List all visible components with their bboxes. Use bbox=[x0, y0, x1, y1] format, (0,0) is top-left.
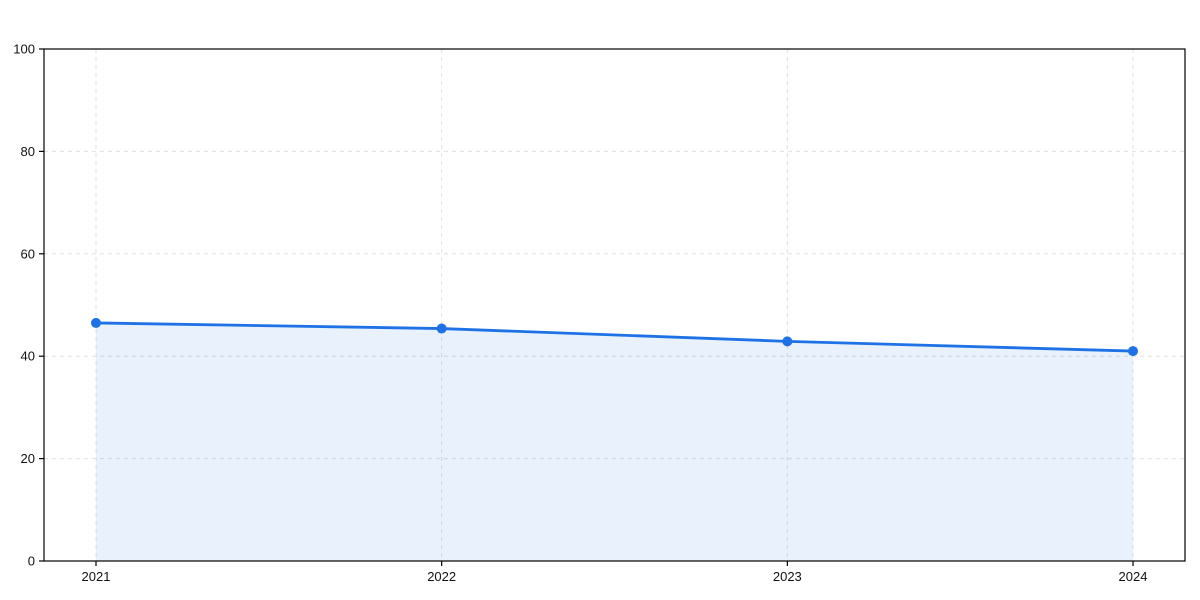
area-fill bbox=[96, 322, 1133, 561]
data-point-marker bbox=[91, 317, 101, 328]
y-tick-label: 100 bbox=[13, 42, 35, 57]
y-tick-label: 80 bbox=[21, 144, 35, 159]
x-tick-label: 2021 bbox=[82, 569, 111, 584]
x-tick-label: 2022 bbox=[427, 569, 456, 584]
x-tick-label: 2024 bbox=[1119, 569, 1148, 584]
x-tick-label: 2023 bbox=[773, 569, 802, 584]
y-tick-label: 40 bbox=[21, 349, 35, 364]
trend-line bbox=[94, 321, 1135, 353]
y-tick-label: 60 bbox=[21, 246, 35, 261]
y-tick-label: 20 bbox=[21, 451, 35, 466]
plot-border bbox=[43, 48, 1186, 562]
y-tick-label: 0 bbox=[28, 554, 35, 569]
data-point-marker bbox=[782, 336, 793, 347]
data-point-marker bbox=[436, 323, 447, 334]
data-point-marker bbox=[1128, 346, 1138, 357]
